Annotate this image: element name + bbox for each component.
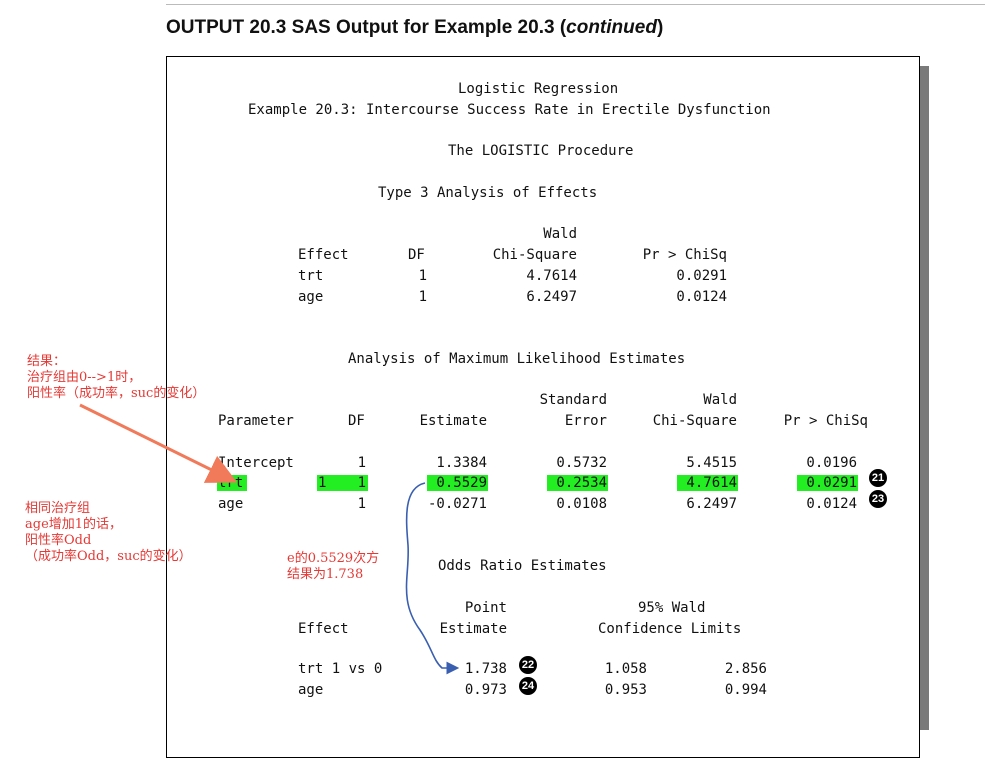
type3-header-effect: Effect [298,247,349,263]
type3-cell-df: 1 [418,289,427,305]
mle-cell-param: age [218,496,244,512]
mle-cell-p: 0.0196 [806,455,857,471]
highlight-trt-estimate [427,475,488,491]
mle-cell-p: 0.0124 [806,496,857,512]
mle-cell-error: 0.5732 [556,455,607,471]
mle-cell-chisq: 4.7614 [686,475,737,491]
heading-suffix: ) [656,17,664,38]
odds-cell-lower: 0.953 [604,682,647,698]
type3-header-p: Pr > ChiSq [642,247,727,263]
odds-header-95wald: 95% Wald [638,600,706,616]
type3-cell-effect: trt [298,268,324,284]
odds-cell-effect: trt 1 vs 0 [298,661,383,677]
blue-arrow [405,482,460,675]
mle-header-estimate: Estimate [419,413,487,429]
heading-emphasis: continued [566,17,657,38]
mle-cell-chisq: 5.4515 [686,455,737,471]
odds-cell-lower: 1.058 [604,661,647,677]
type3-cell-df: 1 [418,268,427,284]
type3-header-wald: Wald [543,226,577,242]
mle-cell-estimate: -0.0271 [427,496,487,512]
mle-header-error: Error [564,413,607,429]
procedure-title: The LOGISTIC Procedure [448,143,634,159]
mle-title: Analysis of Maximum Likelihood Estimates [348,351,686,367]
type3-cell-p: 0.0291 [676,268,727,284]
mle-cell-estimate: 1.3384 [436,455,487,471]
mle-header-standard: Standard [539,392,607,408]
orange-arrow [79,403,238,483]
type3-cell-p: 0.0124 [676,289,727,305]
mle-header-parameter: Parameter [218,413,294,429]
mle-cell-error: 0.0108 [556,496,607,512]
highlight-trt-df [317,475,368,491]
mle-cell-p: 0.0291 [806,475,857,491]
annotation-age-note: 相同治疗组 age增加1的话， 阳性率Odd （成功率Odd，suc的变化） [25,501,192,564]
sas-output-panel [166,56,920,758]
mle-header-df: DF [348,413,365,429]
odds-header-estimate: Estimate [439,621,507,637]
output-title-1: Logistic Regression [458,81,619,97]
mle-header-p: Pr > ChiSq [783,413,868,429]
odds-cell-effect: age [298,682,324,698]
highlight-trt-error [547,475,608,491]
odds-header-effect: Effect [298,621,349,637]
mle-cell-df: 1 [357,455,366,471]
highlight-trt-chisq [677,475,738,491]
annotation-arrows [79,403,460,675]
mle-cell-level: 1 [318,475,327,491]
output-title-2: Example 20.3: Intercourse Success Rate i… [248,102,771,118]
figure-heading: OUTPUT 20.3 SAS Output for Example 20.3 … [166,17,663,39]
top-rule [166,4,985,5]
mle-header-wald: Wald [703,392,737,408]
type3-title: Type 3 Analysis of Effects [378,185,598,201]
highlight-trt-p [797,475,858,491]
mle-header-chisq: Chi-Square [652,413,737,429]
type3-cell-effect: age [298,289,324,305]
annotation-exp-note: e的0.5529次方 结果为1.738 [287,551,380,582]
type3-header-chisq: Chi-Square [492,247,577,263]
odds-header-point: Point [464,600,507,616]
mle-cell-df: 1 [357,475,366,491]
callout-badge: 21 [869,469,887,487]
mle-cell-estimate: 0.5529 [436,475,487,491]
callout-badge: 22 [519,656,537,674]
odds-cell-estimate: 1.738 [464,661,507,677]
heading-prefix: OUTPUT 20.3 SAS Output for Example 20.3 … [166,17,567,38]
type3-cell-chisq: 4.7614 [526,268,577,284]
odds-header-cl: Confidence Limits [598,621,742,637]
annotation-result-note: 结果： 治疗组由0-->1时， 阳性率（成功率，suc的变化） [27,354,206,401]
callout-badge: 24 [519,677,537,695]
panel-shadow [920,66,929,730]
odds-cell-upper: 2.856 [724,661,767,677]
type3-cell-chisq: 6.2497 [526,289,577,305]
mle-cell-df: 1 [357,496,366,512]
mle-cell-chisq: 6.2497 [686,496,737,512]
callout-badge: 23 [869,490,887,508]
odds-cell-upper: 0.994 [724,682,767,698]
type3-header-df: DF [408,247,425,263]
odds-title: Odds Ratio Estimates [438,558,607,574]
odds-cell-estimate: 0.973 [464,682,507,698]
mle-cell-error: 0.2534 [556,475,607,491]
